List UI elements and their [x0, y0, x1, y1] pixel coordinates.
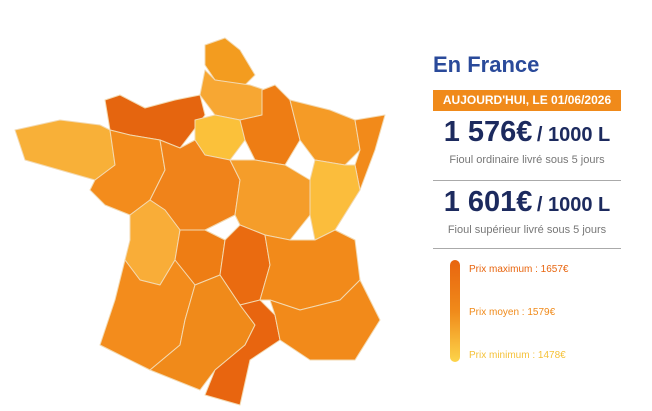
region [14, 119, 116, 181]
price-unit: / 1000 L [536, 124, 611, 146]
region [289, 99, 361, 166]
region [354, 114, 386, 191]
price-label: Fioul supérieur livré sous 5 jours [447, 224, 607, 236]
separator [433, 180, 621, 181]
date-banner: AUJOURD'HUI, LE 01/06/2026 [433, 90, 621, 111]
region [309, 159, 361, 241]
price: 1 576€ / 1000 L [433, 116, 621, 149]
legend-label: Prix minimum : 1478€ [469, 350, 566, 361]
separator [433, 248, 621, 249]
france-map [14, 37, 386, 406]
price-amount: 1 576€ [443, 116, 533, 148]
title: En France [433, 52, 540, 77]
legend-gradient [450, 260, 460, 362]
price-amount: 1 601€ [443, 186, 533, 218]
region [269, 279, 381, 361]
region [204, 37, 256, 86]
legend-label: Prix moyen : 1579€ [469, 307, 556, 318]
region [204, 299, 281, 406]
legend-label: Prix maximum : 1657€ [469, 264, 569, 275]
price: 1 601€ / 1000 L [433, 186, 621, 219]
price-label: Fioul ordinaire livré sous 5 jours [449, 154, 605, 166]
price-unit: / 1000 L [536, 194, 611, 216]
